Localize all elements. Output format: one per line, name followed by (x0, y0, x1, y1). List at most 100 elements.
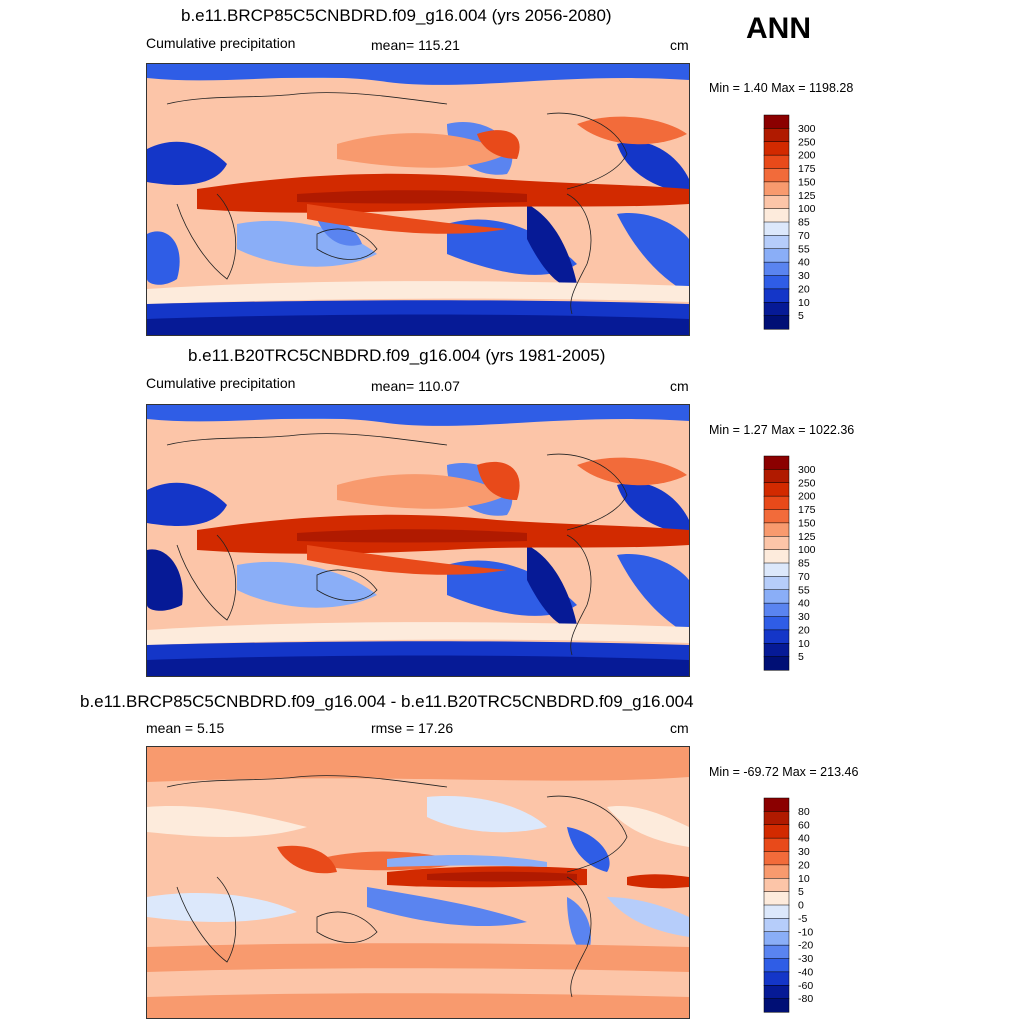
colorbar-swatch (763, 891, 790, 906)
colorbar-tick-label: 10 (798, 873, 810, 885)
colorbar-swatch (763, 261, 790, 277)
colorbar-swatch (763, 549, 790, 564)
colorbar-tick-label: 300 (798, 464, 816, 476)
colorbar-swatch (763, 878, 790, 893)
colorbar-tick-label: 200 (798, 491, 816, 503)
colorbar-tick-label: 20 (798, 283, 810, 295)
colorbar-tick-label: 70 (798, 571, 810, 583)
panel-3-map-field (147, 747, 689, 1018)
colorbar-swatch (763, 141, 790, 156)
panel-3-mean: mean = 5.15 (146, 720, 225, 736)
panel-3-minmax: Min = -69.72 Max = 213.46 (709, 765, 859, 779)
colorbar-tick-label: 30 (798, 270, 810, 282)
colorbar-swatch (763, 128, 790, 143)
panel-2-mean: mean= 110.07 (371, 378, 460, 394)
panel-1-mean: mean= 115.21 (371, 37, 460, 53)
colorbar-swatch (763, 602, 790, 618)
panel-3-title: b.e11.BRCP85C5CNBDRD.f09_g16.004 - b.e11… (80, 692, 694, 711)
colorbar-tick-label: 150 (798, 517, 816, 529)
panel-2-map-field (147, 405, 689, 676)
colorbar-swatch (763, 918, 790, 933)
panel-1-left-label: Cumulative precipitation (146, 35, 296, 51)
colorbar-tick-label: 85 (798, 558, 810, 570)
colorbar-swatch (763, 248, 790, 263)
panel-3-map (146, 746, 690, 1019)
colorbar-swatch (763, 235, 790, 250)
colorbar-swatch (763, 455, 790, 470)
colorbar-tick-label: 125 (798, 531, 816, 543)
colorbar-tick-label: -10 (798, 926, 813, 938)
colorbar-tick-label: 40 (798, 257, 810, 269)
colorbar-swatch (763, 864, 790, 879)
panel-3-rmse: rmse = 17.26 (371, 720, 454, 736)
colorbar-tick-label: 5 (798, 310, 804, 322)
colorbar-swatch (763, 824, 790, 839)
panel-3-colorbar: 80 60 40 30 20 10 5 0 -5 -10 -20 -30 -40 -60 -80 (763, 797, 844, 1013)
colorbar-swatch (763, 616, 790, 631)
panel-1-map (146, 63, 690, 336)
colorbar-tick-label: 40 (798, 598, 810, 610)
colorbar-swatch (763, 181, 790, 196)
panel-1-colorbar: 300 250 200 175 150 125 100 85 70 55 40 30 20 10 5 (763, 114, 844, 330)
colorbar-swatch (763, 168, 790, 183)
colorbar-swatch (763, 221, 790, 236)
colorbar-tick-label: 40 (798, 833, 810, 845)
panel-2-left-label: Cumulative precipitation (146, 375, 296, 391)
colorbar-tick-label: 55 (798, 243, 810, 255)
colorbar-tick-label: 70 (798, 230, 810, 242)
colorbar-tick-label: 100 (798, 203, 816, 215)
colorbar-swatch (763, 656, 790, 671)
colorbar-swatch (763, 154, 790, 170)
colorbar-tick-label: -40 (798, 966, 813, 978)
colorbar-tick-label: 250 (798, 477, 816, 489)
panel-1-map-field (147, 64, 689, 335)
colorbar-swatch (763, 536, 790, 551)
colorbar-tick-label: -20 (798, 940, 813, 952)
colorbar-tick-label: 125 (798, 190, 816, 202)
colorbar-tick-label: 30 (798, 611, 810, 623)
colorbar-tick-label: 200 (798, 150, 816, 162)
colorbar-tick-label: 20 (798, 624, 810, 636)
colorbar-tick-label: 55 (798, 584, 810, 596)
colorbar-swatch (763, 288, 790, 303)
colorbar-tick-label: 150 (798, 176, 816, 188)
colorbar-swatch (763, 509, 790, 524)
panel-1-minmax: Min = 1.40 Max = 1198.28 (709, 81, 854, 95)
colorbar-swatch (763, 811, 790, 826)
colorbar-swatch (763, 931, 790, 946)
panel-2-title: b.e11.B20TRC5CNBDRD.f09_g16.004 (yrs 198… (188, 346, 606, 365)
panel-2-minmax: Min = 1.27 Max = 1022.36 (709, 423, 855, 437)
colorbar-tick-label: -30 (798, 953, 813, 965)
colorbar-swatch (763, 562, 790, 577)
colorbar-tick-label: 250 (798, 136, 816, 148)
colorbar-swatch (763, 482, 790, 497)
panel-1-units: cm (670, 37, 689, 53)
colorbar-swatch (763, 302, 790, 317)
colorbar-swatch (763, 522, 790, 537)
colorbar-swatch (763, 851, 790, 866)
panel-2-map (146, 404, 690, 677)
colorbar-swatch (763, 495, 790, 511)
colorbar-swatch (763, 629, 790, 644)
colorbar-swatch (763, 208, 790, 223)
colorbar-tick-label: 300 (798, 123, 816, 135)
colorbar-tick-label: 80 (798, 806, 810, 818)
colorbar-tick-label: 5 (798, 651, 804, 663)
colorbar-tick-label: 85 (798, 217, 810, 229)
colorbar-swatch (763, 469, 790, 484)
colorbar-swatch (763, 985, 790, 1000)
colorbar-tick-label: 10 (798, 297, 810, 309)
colorbar-tick-label: 0 (798, 900, 804, 912)
season-label: ANN (746, 12, 811, 45)
panel-3-units: cm (670, 720, 689, 736)
panel-1-title: b.e11.BRCP85C5CNBDRD.f09_g16.004 (yrs 20… (181, 6, 612, 25)
colorbar-swatch (763, 576, 790, 591)
colorbar-swatch (763, 275, 790, 290)
colorbar-tick-label: 5 (798, 886, 804, 898)
colorbar-tick-label: 100 (798, 544, 816, 556)
colorbar-tick-label: 175 (798, 504, 816, 516)
colorbar-tick-label: -5 (798, 913, 807, 925)
colorbar-swatch (763, 958, 790, 973)
colorbar-swatch (763, 837, 790, 853)
colorbar-tick-label: 20 (798, 859, 810, 871)
